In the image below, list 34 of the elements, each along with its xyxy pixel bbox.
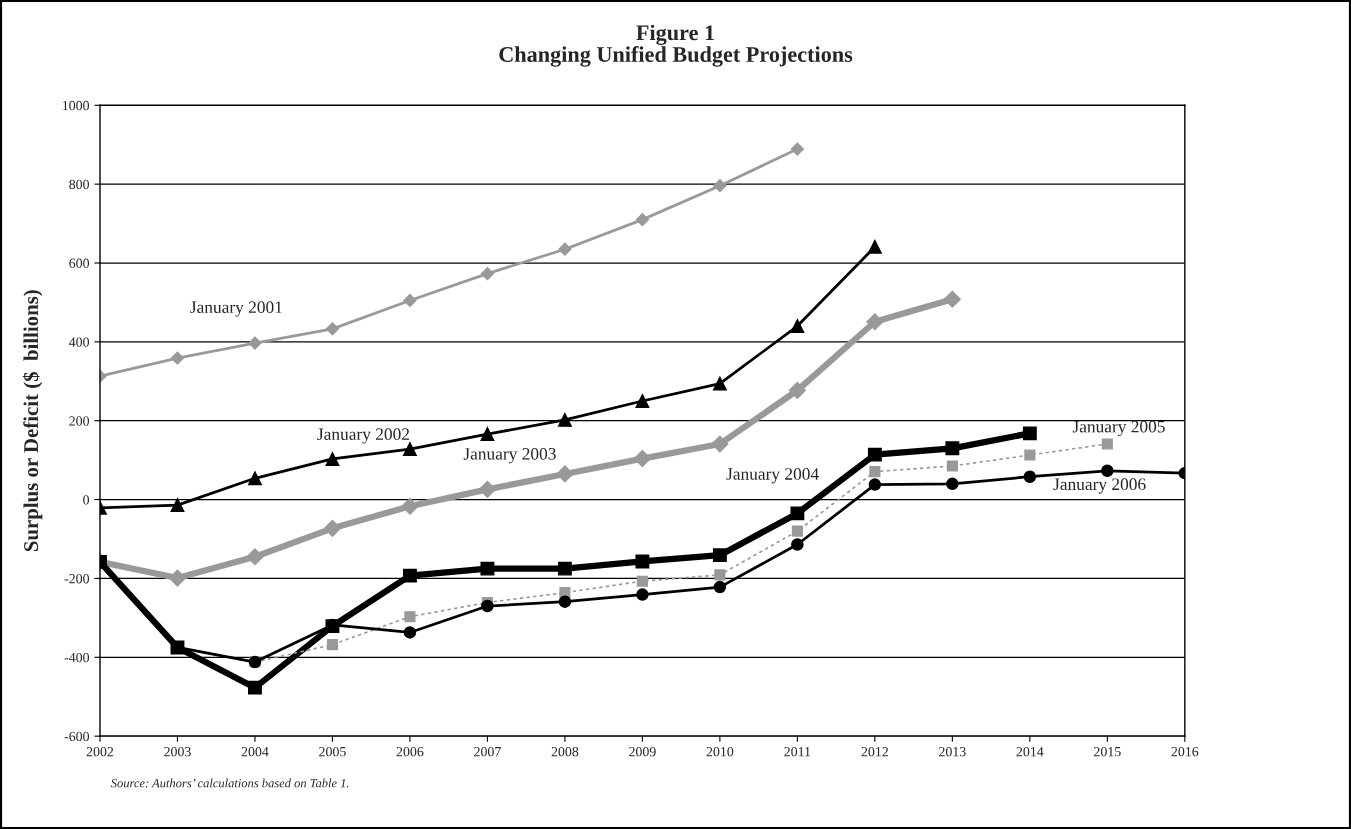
y-tick-label: -200	[64, 574, 90, 584]
x-tick-label: 2002	[86, 746, 114, 757]
y-tick-label: -400	[64, 652, 90, 663]
series-label: January 2002	[317, 428, 410, 444]
y-tick-label: 200	[69, 416, 90, 426]
x-tick-label: 2014	[1016, 746, 1044, 757]
y-tick-label: 0	[83, 495, 90, 505]
x-tick-label: 2008	[551, 746, 579, 757]
y-tick-label: 600	[69, 258, 90, 268]
x-tick-label: 2009	[629, 746, 656, 757]
x-tick-label: 2015	[1094, 746, 1121, 757]
series-label: January 2006	[1053, 478, 1146, 494]
series-label: January 2005	[1072, 420, 1165, 437]
series-label: January 2001	[190, 301, 282, 317]
y-tick-label: 1000	[63, 100, 90, 111]
x-tick-label: 2013	[939, 746, 966, 757]
x-tick-label: 2005	[319, 746, 346, 757]
chart-subtitle: Changing Unified Budget Projections	[499, 46, 853, 67]
x-tick-label: 2012	[861, 746, 888, 757]
x-tick-label: 2011	[784, 746, 811, 757]
y-tick-label: 400	[69, 337, 90, 347]
chart-title: Figure 1	[636, 24, 714, 45]
y-tick-label: -600	[64, 731, 90, 742]
x-tick-label: 2003	[164, 746, 191, 757]
y-tick-label: 800	[69, 179, 90, 190]
series-label: January 2003	[463, 448, 556, 464]
series-label: January 2004	[726, 468, 819, 484]
x-tick-label: 2006	[396, 746, 424, 757]
x-tick-label: 2010	[706, 746, 734, 757]
x-tick-label: 2007	[474, 746, 501, 757]
x-tick-label: 2016	[1171, 746, 1199, 757]
x-tick-label: 2004	[241, 746, 269, 757]
y-axis-title: Surplus or Deficit ($ billions)	[22, 290, 43, 552]
source-note: Source: Authors’ calculations based on Table 1.	[110, 778, 349, 788]
